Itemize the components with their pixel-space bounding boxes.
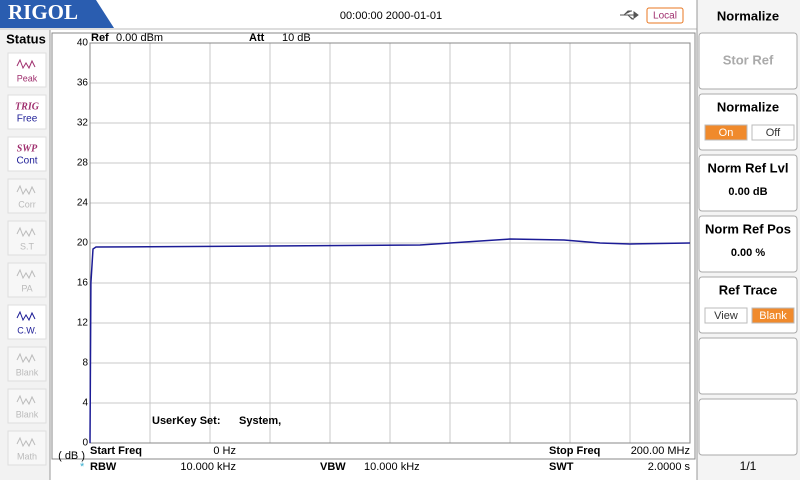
status-icon-bg [7,178,47,214]
status-label: S.T [20,241,35,251]
y-tick-label: 36 [77,78,89,89]
y-tick-label: 24 [77,198,89,209]
trace [89,238,691,444]
remote-status: Local [653,11,677,22]
menu-option[interactable] [704,124,748,141]
att-label: Att [249,32,265,44]
y-unit: ( dB ) [58,450,85,462]
status-label: C.W. [17,325,37,335]
status-label: PA [21,283,32,293]
start-value: 0 Hz [213,445,236,457]
rbw-label: RBW [90,461,117,473]
stop-label: Stop Freq [549,445,600,457]
menu-option-label: Off [766,127,781,139]
status-icon [16,436,36,448]
menu-option-label: On [719,127,734,139]
ref-label: Ref [91,32,109,44]
status-icon [16,394,36,406]
status-icon-bg [7,430,47,466]
brand: RIGOL [8,0,78,24]
y-tick-label: 8 [82,358,88,369]
menu-button-label: Stor Ref [723,52,774,67]
menu-option[interactable] [751,124,795,141]
rbw-value: 10.000 kHz [180,461,236,473]
status-label: Math [17,451,37,461]
usb-icon [620,10,639,20]
status-icon-bg [7,136,47,172]
y-tick-label: 32 [77,118,89,129]
status-label: Peak [17,73,38,83]
status-icon [16,58,36,70]
menu-page: 1/1 [740,459,757,473]
status-title: Status [6,31,46,46]
status-icon-bg [7,220,47,256]
swt-label: SWT [549,461,574,473]
menu-option[interactable] [751,307,795,324]
menu-button[interactable] [698,32,798,90]
menu-option[interactable] [704,307,748,324]
status-icon-bg [7,52,47,88]
status-label: Blank [16,367,39,377]
status-icon [16,310,36,322]
menu-button[interactable] [698,154,798,212]
menu-button-empty[interactable] [698,337,798,395]
status-icon [16,268,36,280]
y-tick-label: 16 [77,278,89,289]
datetime: 00:00:00 2000-01-01 [340,10,442,22]
status-icon-bg [7,94,47,130]
menu-button-empty[interactable] [698,398,798,456]
status-label: Corr [18,199,36,209]
y-tick-label: 12 [77,318,89,329]
status-label: Blank [16,409,39,419]
remote-box [646,7,684,24]
menu-title: Normalize [717,8,779,23]
status-label: Free [17,114,38,125]
menu-button-label: Ref Trace [719,282,778,297]
menu-button-label: Norm Ref Lvl [708,160,789,175]
y-tick-label: 28 [77,158,89,169]
status-top: SWP [17,143,38,154]
menu-button-value: 0.00 % [731,247,765,259]
status-icon [16,226,36,238]
status-icon-bg [7,388,47,424]
stop-value: 200.00 MHz [631,445,690,457]
start-label: Start Freq [90,445,142,457]
menu-button[interactable] [698,215,798,273]
status-top: TRIG [15,101,40,112]
userkey-value: System, [239,415,281,427]
logo-bg [0,0,114,28]
att-value: 10 dB [282,32,311,44]
menu-option-label: View [714,310,738,322]
menu-button-label: Normalize [717,99,779,114]
status-icon-bg [7,304,47,340]
ref-value: 0.00 dBm [116,32,163,44]
y-tick-label: 4 [82,398,88,409]
menu-button-value: 0.00 dB [728,186,767,198]
status-icon-bg [7,262,47,298]
status-icon-bg [7,346,47,382]
y-tick-label: 20 [77,238,89,249]
rbw-marker: * [80,461,85,473]
status-label: Cont [16,156,37,167]
menu-option-label: Blank [759,310,787,322]
swt-value: 2.0000 s [648,461,691,473]
vbw-label: VBW [320,461,346,473]
y-tick-label: 40 [77,38,89,49]
menu-button-label: Norm Ref Pos [705,221,791,236]
status-icon [16,184,36,196]
userkey-label: UserKey Set: [152,415,220,427]
status-icon [16,352,36,364]
vbw-value: 10.000 kHz [364,461,420,473]
y-tick-label: 0 [82,438,88,449]
